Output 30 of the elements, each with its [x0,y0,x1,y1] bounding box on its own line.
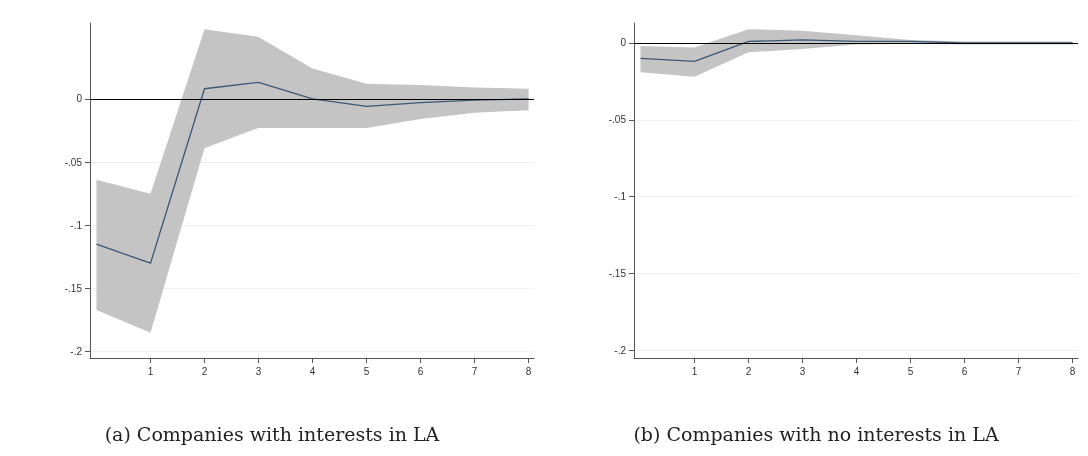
x-tick-label: 7 [1015,365,1022,377]
y-tick-label: -.15 [64,282,83,294]
x-tick-label: 7 [471,365,478,377]
y-tick-label: -.1 [614,191,627,203]
y-tick-label: -.05 [64,156,83,168]
y-tick-label: -.05 [608,114,627,126]
x-tick-label: 5 [363,365,370,377]
x-tick-label: 4 [309,365,316,377]
x-tick-label: 8 [525,365,532,377]
line-series [95,81,530,264]
x-tick-label: 4 [853,365,860,377]
x-tick-label: 1 [147,365,154,377]
y-tick-label: -.15 [608,267,627,279]
x-tick-label: 2 [201,365,208,377]
y-tick-label: -.1 [70,219,83,231]
x-tick-label: 3 [799,365,806,377]
text: (a) Companies with interests in LA [104,422,440,445]
x-tick-label: 5 [907,365,914,377]
text: (b) Companies with no interests in LA [633,422,999,445]
x-tick-label: 6 [417,365,424,377]
x-tick-label: 6 [961,365,968,377]
y-tick-label: -.2 [614,344,627,356]
x-tick-label: 1 [691,365,698,377]
y-tick-label: -.2 [70,346,83,358]
x-tick-label: 2 [745,365,752,377]
x-tick-label: 3 [255,365,262,377]
x-tick-label: 8 [1069,365,1076,377]
y-tick-label: 0 [76,93,83,105]
y-tick-label: 0 [620,37,627,49]
line-series [639,39,1074,63]
